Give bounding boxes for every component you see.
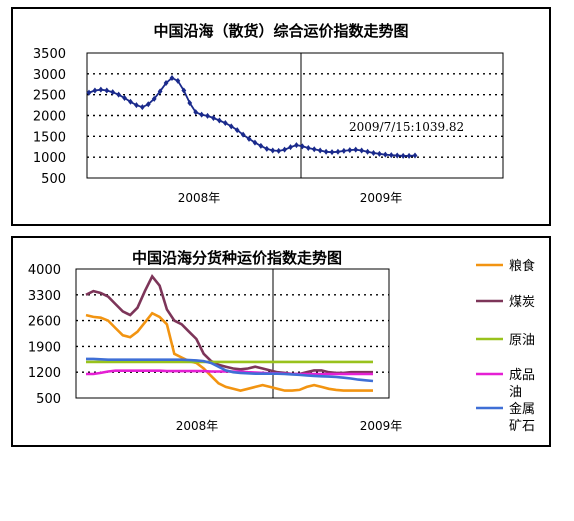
legend-label: 原油 [509,333,535,348]
y-tick-label: 3300 [28,289,61,304]
series-line-4 [86,357,374,383]
data-point-marker [406,152,412,159]
y-tick-label: 1200 [28,366,61,381]
data-point-marker [371,150,376,156]
data-point-marker [347,147,353,154]
plot-frame [75,268,390,399]
x-label-2009: 2009年 [360,419,403,433]
latest-value-annotation: 2009/7/15:1039.82 [349,120,464,134]
data-point-marker [139,104,145,111]
data-point-marker [341,147,347,154]
data-point-marker [305,145,311,151]
data-point-marker [412,152,418,159]
legend-label: 煤炭 [509,295,535,310]
legend-label: 粮食 [509,258,535,274]
data-point-marker [116,91,122,98]
y-tick-label: 500 [41,172,66,187]
data-point-marker [217,117,222,124]
data-point-marker [294,142,299,149]
data-point-marker [353,146,359,153]
x-label-2008: 2008年 [176,419,219,433]
data-point-marker [311,146,317,153]
y-tick-label: 1900 [28,340,61,355]
data-point-marker [400,152,406,159]
y-tick-label: 2000 [33,110,66,125]
data-point-marker [128,98,133,105]
data-point-marker [252,139,258,146]
y-tick-label: 2500 [33,89,66,104]
data-point-marker [288,144,293,151]
series-line-0 [85,311,373,392]
data-point-marker [151,95,157,102]
y-tick-label: 3500 [33,47,66,62]
data-point-marker [169,75,175,81]
legend-label: 金属矿石 [509,401,535,434]
data-point-marker [199,111,205,118]
data-point-marker [335,148,341,155]
data-point-marker [86,89,92,96]
data-point-marker [163,80,169,86]
data-point-marker [323,148,329,155]
composite-index-chart-panel: 中国沿海（散货）综合运价指数走势图 3500 3000 2500 2000 1500 100… [11,7,551,226]
data-point-marker [193,109,199,116]
plot-frame [86,52,504,179]
chart-title: 中国沿海分货种运价指数走势图 [132,249,342,267]
data-point-marker [92,87,98,94]
data-point-marker [365,148,370,155]
legend-label: 成品油 [509,368,535,400]
data-point-marker [145,101,151,108]
x-label-2008: 2008年 [178,191,221,205]
data-point-marker [299,143,305,150]
data-point-marker [282,146,287,153]
data-point-marker [382,151,388,158]
data-point-marker [264,145,270,152]
y-tick-label: 2600 [28,315,61,330]
data-point-marker [270,147,276,154]
data-point-marker [240,131,246,138]
data-point-marker [122,95,127,101]
data-point-marker [104,87,110,94]
data-point-marker [175,77,181,84]
y-tick-label: 500 [36,392,61,407]
data-point-marker [234,127,240,134]
y-tick-label: 1000 [33,151,66,166]
data-point-marker [246,135,252,142]
data-point-marker [134,102,139,109]
data-point-marker [258,142,264,149]
data-point-marker [205,112,210,119]
data-point-marker [359,147,365,154]
data-point-marker [377,150,382,157]
data-point-marker [181,87,187,94]
chart-title: 中国沿海（散货）综合运价指数走势图 [153,22,408,40]
y-tick-label: 4000 [28,263,61,278]
x-label-2009: 2009年 [360,191,403,205]
data-point-marker [317,147,323,154]
data-point-marker [211,115,216,121]
data-point-marker [228,123,234,130]
data-point-marker [110,89,116,96]
data-point-marker [329,149,335,156]
data-point-marker [388,152,394,159]
data-point-marker [187,100,193,106]
data-point-marker [276,147,282,154]
cargo-index-chart-panel: 中国沿海分货种运价指数走势图 4000 3300 2600 1900 1200 500 200… [11,236,551,447]
series-line-1 [85,274,373,376]
y-tick-label: 3000 [33,68,66,83]
data-point-marker [98,86,104,93]
composite-index-line [88,76,416,157]
composite-index-chart: 中国沿海（散货）综合运价指数走势图 3500 3000 2500 2000 1500 100… [33,22,504,205]
cargo-index-chart: 中国沿海分货种运价指数走势图 4000 3300 2600 1900 1200 500 200… [28,249,535,434]
y-tick-label: 1500 [33,130,66,145]
data-point-marker [222,120,228,126]
data-point-marker [157,88,163,95]
data-point-marker [394,152,400,159]
